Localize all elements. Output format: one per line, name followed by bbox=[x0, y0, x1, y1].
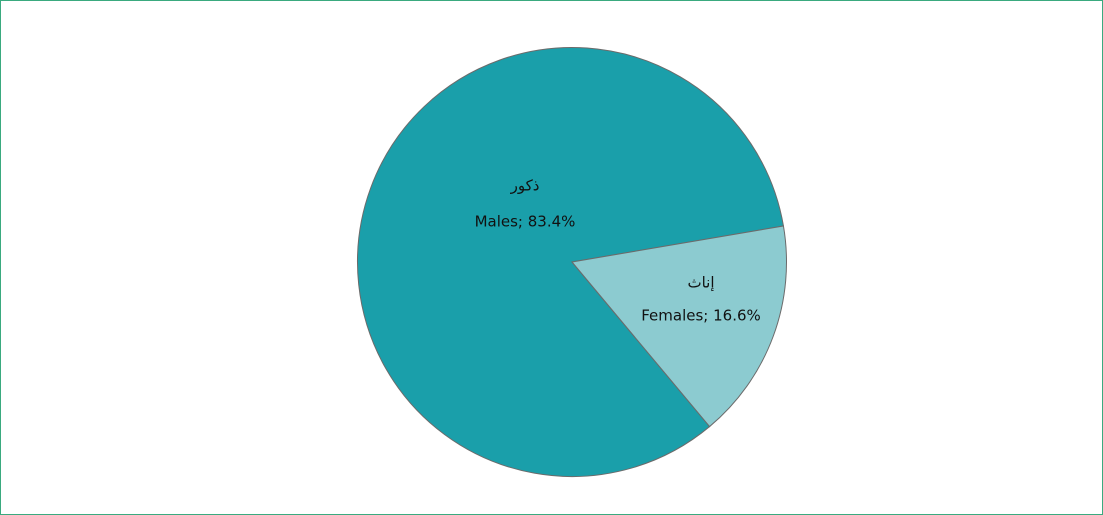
slice-category-label: إناث bbox=[687, 274, 714, 292]
pie-slice bbox=[571, 225, 787, 428]
slice-value-label: Females; 16.6% bbox=[641, 307, 761, 325]
pie-slice bbox=[357, 47, 785, 477]
slice-category-label: ذكور bbox=[510, 177, 540, 195]
slice-value-label: Males; 83.4% bbox=[475, 213, 576, 231]
